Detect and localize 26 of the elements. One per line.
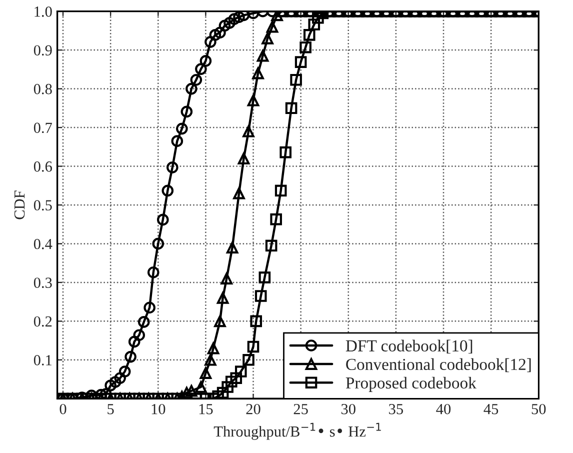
y-tick-label: 0.7 [34,122,52,134]
x-tick-label: 30 [341,404,356,414]
y-tick-label: 0.6 [34,161,52,172]
x-tick-label: 50 [532,404,546,414]
x-tick-label: 0 [60,404,66,414]
y-tick-label: 0.9 [34,45,52,56]
y-tick-label: 0.8 [34,84,52,94]
y-tick-label: 0.3 [34,278,52,288]
x-tick-label: 45 [484,404,498,414]
x-tick-label: 5 [108,404,114,414]
y-tick-label: 0.2 [34,316,52,327]
x-tick-label: 40 [436,404,451,414]
y-tick-label: 0.4 [34,238,52,250]
y-tick-label: 0.1 [34,355,52,366]
x-axis-title: Throughput/B$^{−1}$• s• Hz$^{−1}$ [214,422,381,440]
y-axis-title: CDF [14,190,25,220]
x-tick-label: 20 [246,404,260,414]
x-tick-label: 25 [294,404,308,414]
x-tick-label: 15 [199,404,213,414]
x-tick-label: 35 [389,404,403,414]
y-tick-label: 1.0 [34,6,52,17]
legend-label: DFT codebook[10] [346,340,472,354]
legend-label: Conventional codebook[12] [346,358,531,372]
y-tick-label: 0.5 [34,200,52,210]
legend-label: Proposed codebook [346,376,476,392]
x-tick-label: 10 [152,404,166,414]
